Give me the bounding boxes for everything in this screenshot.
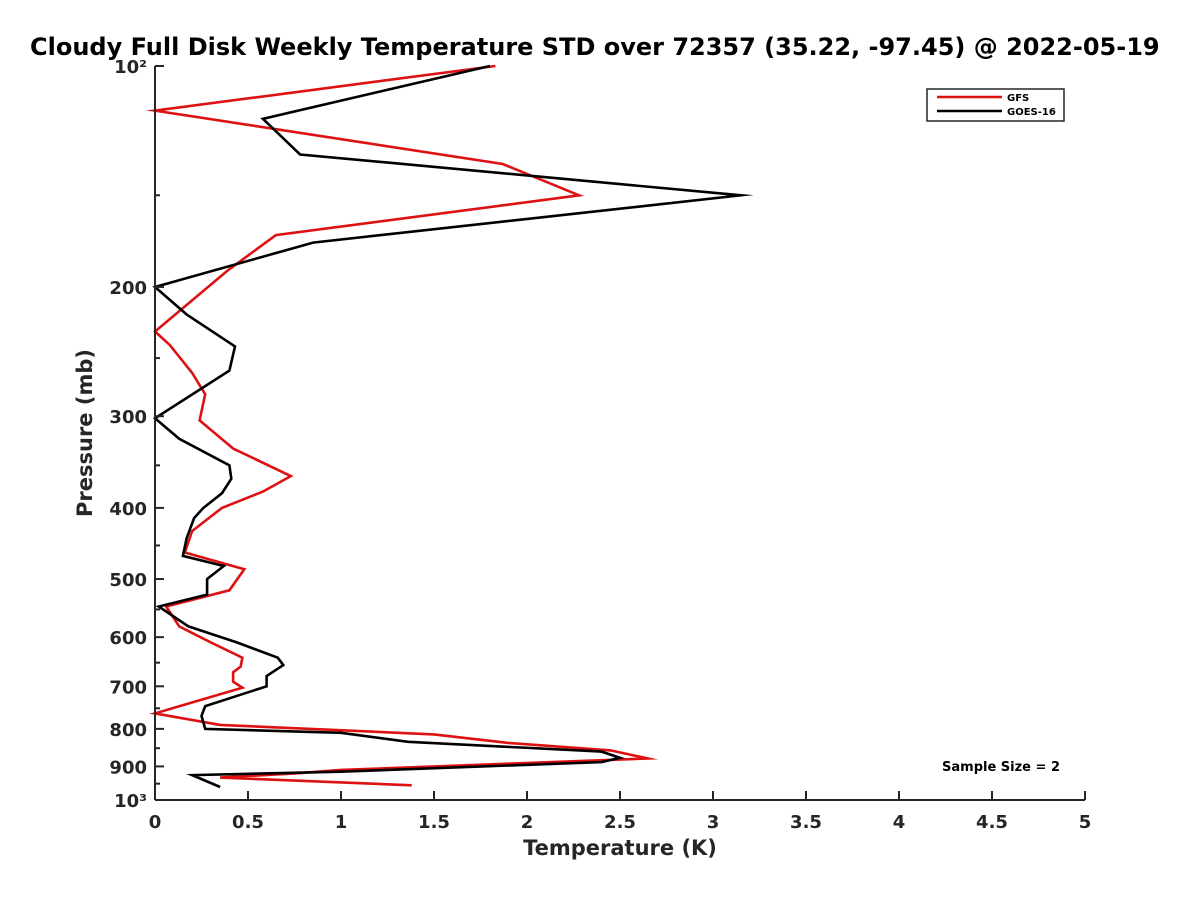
legend: GFS GOES-16 (926, 88, 1065, 122)
x-tick-label: 1.5 (418, 812, 450, 833)
y-tick-label: 300 (109, 407, 147, 428)
y-tick-label: 600 (109, 628, 147, 649)
x-tick-label: 5 (1079, 812, 1092, 833)
plot-lines (145, 64, 754, 789)
x-axis-label: Temperature (K) (523, 836, 717, 860)
x-tick-label: 2.5 (604, 812, 636, 833)
series-line-gfs (145, 64, 659, 787)
x-tick-label: 3.5 (790, 812, 822, 833)
x-tick-label: 0.5 (232, 812, 264, 833)
x-tick-label: 3 (707, 812, 720, 833)
y-tick-label: 10² (114, 57, 147, 78)
y-tick-label: 400 (109, 499, 147, 520)
x-tick-label: 1 (335, 812, 348, 833)
legend-entry: GOES-16 (1007, 107, 1056, 118)
x-tick-label: 0 (149, 812, 162, 833)
y-tick-label: 900 (109, 757, 147, 778)
x-tick-label: 2 (521, 812, 534, 833)
y-tick-label: 500 (109, 570, 147, 591)
y-axis-label: Pressure (mb) (73, 349, 97, 517)
sample-size-annotation: Sample Size = 2 (942, 760, 1060, 775)
y-tick-label: 200 (109, 278, 147, 299)
x-tick-label: 4 (893, 812, 906, 833)
axes: 0 0.5 1 1.5 2 2.5 3 3.5 4 4.5 5 10² 200 300 400 500 600 7… (109, 57, 1091, 833)
legend-entry: GFS (1007, 93, 1029, 104)
series-line-goes-16 (152, 64, 754, 789)
x-tick-label: 4.5 (976, 812, 1008, 833)
chart-title: Cloudy Full Disk Weekly Temperature STD … (30, 33, 1160, 61)
legend-box (926, 88, 1065, 122)
y-tick-label: 700 (109, 677, 147, 698)
y-tick-label: 10³ (114, 791, 147, 812)
y-tick-label: 800 (109, 720, 147, 741)
